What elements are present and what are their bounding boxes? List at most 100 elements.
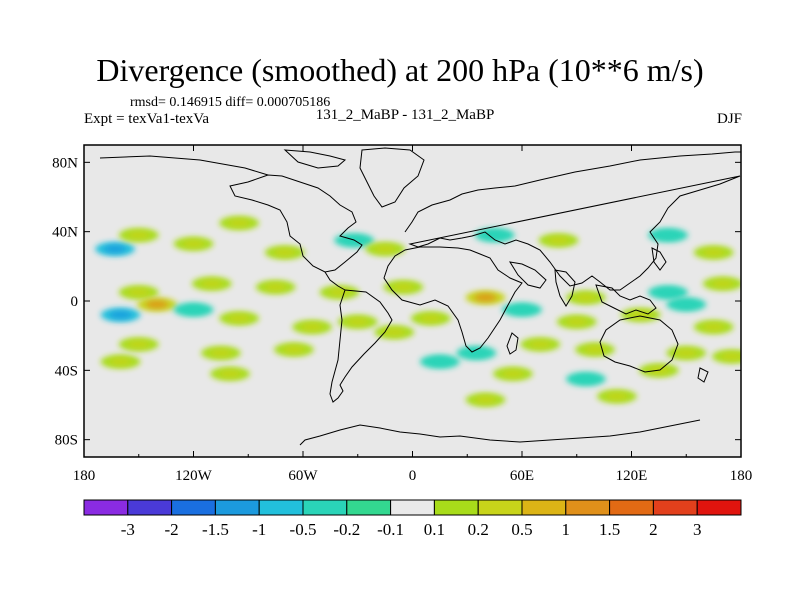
anomaly-core [657, 231, 679, 240]
anomaly-core [109, 357, 132, 366]
anomaly-core [657, 288, 679, 297]
anomaly-core [675, 300, 698, 309]
y-tick-label: 40N [52, 225, 78, 241]
colorbar-swatch [477, 499, 523, 516]
anomaly-core [346, 317, 369, 326]
x-tick-label: 120W [175, 468, 213, 484]
coastline-north-america [229, 174, 363, 273]
coastline-south-america [329, 289, 393, 403]
experiment-label: Expt = texVa1-texVa [84, 111, 210, 127]
colorbar-swatch [609, 499, 654, 516]
colorbar-swatch [127, 499, 173, 516]
colorbar-swatch [521, 499, 567, 516]
x-tick-label: 120E [616, 468, 648, 484]
colorbar-label: 0.1 [424, 520, 445, 539]
anomaly-core [328, 288, 351, 297]
colorbar-swatch [433, 499, 479, 516]
colorbar-label: -1 [252, 520, 266, 539]
anomaly-core [474, 293, 497, 302]
anomaly-core [511, 305, 533, 314]
colorbar-label: 2 [649, 520, 658, 539]
anomaly-core [702, 248, 725, 257]
colorbar-swatch [346, 499, 392, 516]
colorbar-swatch [302, 499, 348, 516]
anomaly-core [264, 283, 287, 292]
y-tick-label: 0 [71, 294, 79, 310]
coastline-arctic-islands [99, 149, 347, 176]
x-tick-label: 0 [409, 468, 417, 484]
anomaly-core [383, 328, 406, 337]
colorbar-swatch [652, 499, 698, 516]
anomaly-core [109, 310, 132, 319]
y-tick-label: 40S [55, 363, 78, 379]
x-tick-label: 60E [510, 468, 534, 484]
colorbar-label: -0.1 [377, 520, 404, 539]
anomaly-core [419, 314, 442, 323]
season-label: DJF [716, 111, 742, 127]
colorbar-label: -0.5 [290, 520, 317, 539]
colorbar-label: -2 [165, 520, 179, 539]
anomaly-core [584, 345, 606, 354]
anomaly-core [605, 392, 628, 401]
coastline-africa [383, 246, 523, 353]
anomaly-core [702, 323, 725, 331]
colorbar-label: 3 [693, 520, 702, 539]
colorbar-label: 0.5 [511, 520, 532, 539]
anomaly-core [574, 375, 597, 383]
colorbar-swatch [214, 499, 260, 516]
anomaly-core [273, 248, 296, 257]
anomaly-core [127, 288, 150, 297]
anomaly-core [474, 395, 497, 404]
colorbar-label: -1.5 [202, 520, 229, 539]
anomaly-core [146, 300, 168, 309]
colorbar-label: 0.2 [468, 520, 489, 539]
anomaly-core [200, 279, 223, 288]
x-tick-label: 60W [288, 468, 318, 484]
anomaly-core [301, 323, 324, 331]
anomaly-core [209, 349, 232, 357]
anomaly-core [182, 305, 205, 314]
colorbar-label: -3 [121, 520, 135, 539]
anomaly-core [127, 231, 150, 240]
coastline-greenland [359, 147, 425, 208]
coastline-madagascar [506, 332, 519, 355]
x-tick-label: 180 [73, 468, 96, 484]
anomaly-core [720, 352, 741, 361]
anomaly-core [228, 314, 251, 323]
colorbar-swatch [565, 499, 611, 516]
anomaly-core [104, 245, 127, 253]
anomaly-core [675, 349, 698, 357]
y-tick-label: 80N [52, 155, 78, 171]
colorbar-label: 1 [562, 520, 571, 539]
anomaly-core [428, 357, 451, 366]
anomaly-core [565, 317, 588, 326]
colorbar-swatch [83, 499, 129, 516]
case-label: 131_2_MaBP - 131_2_MaBP [315, 107, 495, 123]
colorbar-label: 1.5 [599, 520, 620, 539]
plot-background [84, 145, 741, 457]
anomaly-core [228, 219, 251, 227]
colorbar-swatch [171, 499, 216, 516]
anomaly-core [501, 369, 524, 378]
anomaly-core [711, 279, 734, 288]
anomaly-core [529, 340, 552, 349]
colorbar-swatch [258, 499, 304, 516]
anomaly-core [392, 283, 415, 292]
y-tick-label: 80S [55, 433, 78, 449]
coastline-europe-asia [404, 151, 741, 291]
anomaly-core [182, 239, 205, 248]
anomaly-core [483, 231, 506, 240]
anomaly-core [219, 369, 241, 378]
colorbar-label: -0.2 [333, 520, 360, 539]
anomaly-core [127, 340, 150, 349]
coastline-australia [599, 315, 679, 373]
anomaly-core [374, 245, 397, 253]
colorbar-swatch [390, 499, 435, 516]
coastline-southeast-asia [595, 284, 657, 315]
coastline-central-america [324, 271, 346, 291]
colorbar-swatch [696, 499, 742, 516]
coastline-arabia-india [508, 261, 576, 307]
stats-label: rmsd= 0.146915 diff= 0.000705186 [130, 95, 331, 110]
anomaly-core [547, 236, 570, 245]
